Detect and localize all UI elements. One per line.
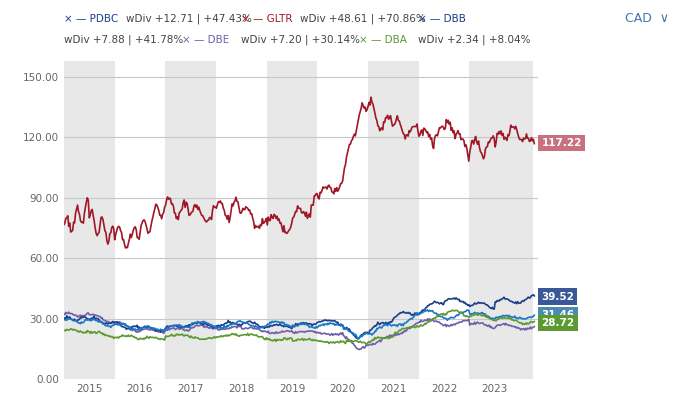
Text: × — DBE: × — DBE — [182, 35, 229, 45]
Bar — [368, 61, 418, 379]
Text: 117.22: 117.22 — [541, 138, 582, 148]
Text: × — GLTR: × — GLTR — [241, 14, 292, 24]
Bar — [64, 61, 115, 379]
Text: wDiv +12.71 | +47.43%: wDiv +12.71 | +47.43% — [126, 13, 252, 24]
Text: wDiv +48.61 | +70.86%: wDiv +48.61 | +70.86% — [300, 13, 425, 24]
Text: × — DBB: × — DBB — [418, 14, 466, 24]
Bar — [266, 61, 317, 379]
Text: 28.72: 28.72 — [541, 318, 575, 328]
Bar — [165, 61, 216, 379]
Text: 31.46: 31.46 — [541, 310, 575, 320]
Text: × — DBA: × — DBA — [359, 35, 407, 45]
Text: wDiv +2.34 | +8.04%: wDiv +2.34 | +8.04% — [418, 34, 530, 45]
Text: wDiv +7.20 | +30.14%: wDiv +7.20 | +30.14% — [241, 34, 359, 45]
Bar — [469, 61, 533, 379]
Text: CAD  ∨: CAD ∨ — [625, 12, 668, 26]
Text: 39.52: 39.52 — [541, 292, 574, 302]
Text: × — PDBC: × — PDBC — [64, 14, 118, 24]
Text: wDiv +7.88 | +41.78%: wDiv +7.88 | +41.78% — [64, 34, 183, 45]
